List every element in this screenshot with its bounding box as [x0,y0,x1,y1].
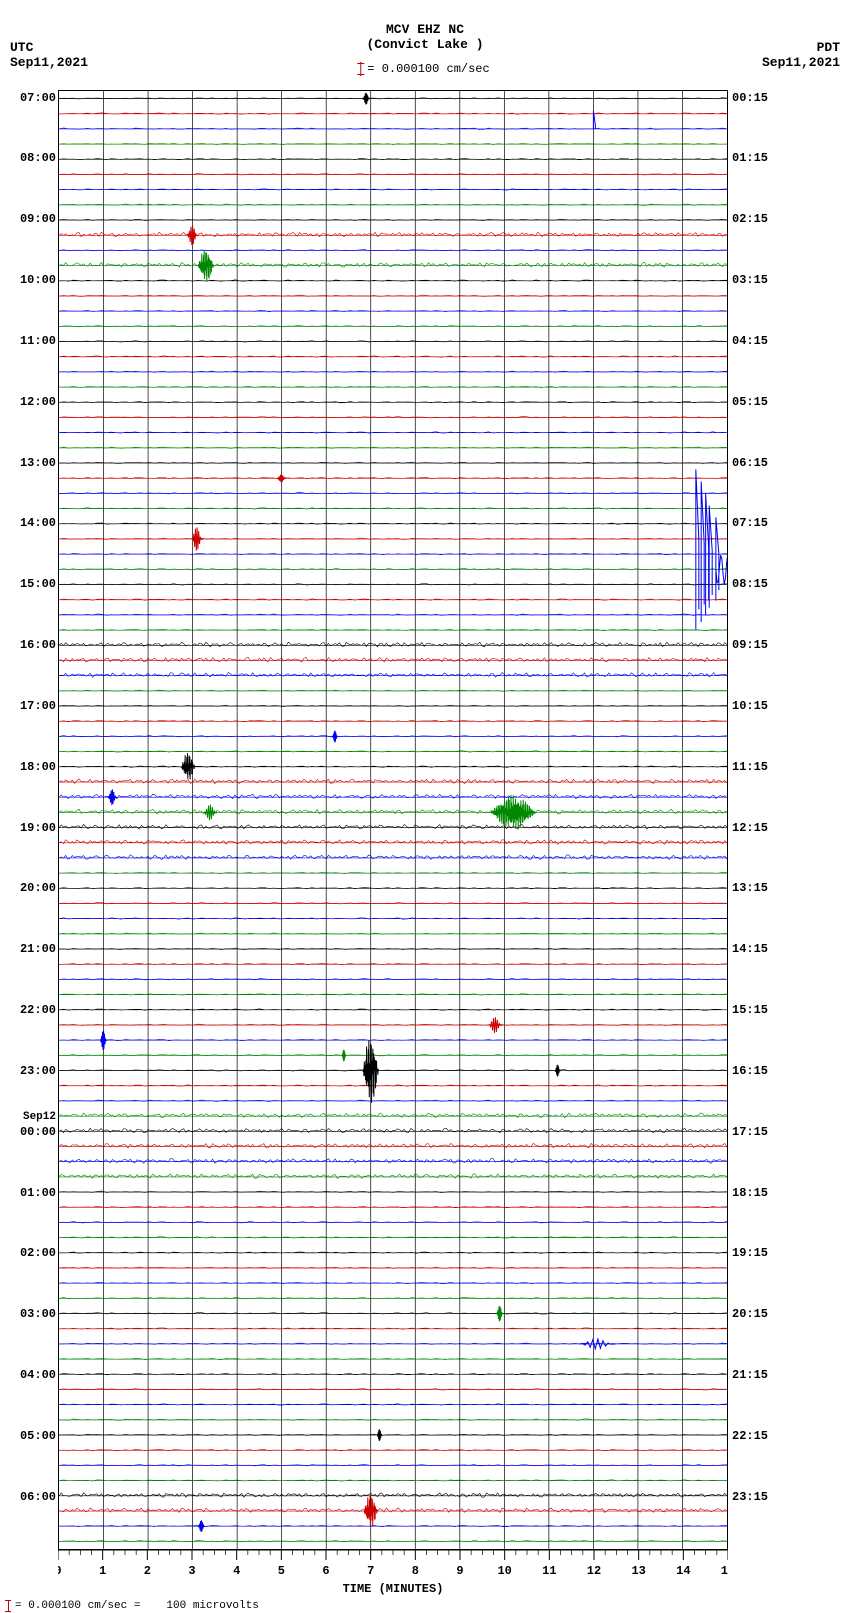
x-axis-label: TIME (MINUTES) [58,1582,728,1596]
time-label: 09:15 [732,639,788,651]
location-title: (Convict Lake ) [0,37,850,52]
svg-text:12: 12 [587,1564,601,1578]
time-label: 02:00 [0,1247,56,1259]
scale-text: = 0.000100 cm/sec [367,62,489,76]
time-label: 16:00 [0,639,56,651]
time-label: 06:15 [732,457,788,469]
time-label: 02:15 [732,213,788,225]
svg-text:3: 3 [188,1564,195,1578]
time-label: 22:00 [0,1004,56,1016]
time-label: 08:00 [0,152,56,164]
time-label: 10:00 [0,274,56,286]
time-label: 19:00 [0,822,56,834]
svg-text:7: 7 [367,1564,374,1578]
time-label: 21:15 [732,1369,788,1381]
svg-text:10: 10 [497,1564,511,1578]
time-label: 09:00 [0,213,56,225]
time-label: 10:15 [732,700,788,712]
time-label: 11:00 [0,335,56,347]
time-label: 17:00 [0,700,56,712]
time-label: 23:00 [0,1065,56,1077]
seismogram-plot [58,90,728,1550]
time-label: 07:15 [732,517,788,529]
footer-scale: = 0.000100 cm/sec = 100 microvolts [6,1600,259,1612]
right-time-axis: 00:15 01:15 02:15 03:15 04:15 05:15 06:15 07:15… [732,90,788,1550]
time-label: 11:15 [732,761,788,773]
time-label: 01:15 [732,152,788,164]
time-label: 05:00 [0,1430,56,1442]
time-label: 06:00 [0,1491,56,1503]
time-label: 03:00 [0,1308,56,1320]
svg-text:11: 11 [542,1564,556,1578]
svg-text:4: 4 [233,1564,240,1578]
time-label: 14:00 [0,517,56,529]
svg-text:0: 0 [58,1564,62,1578]
time-label: 21:00 [0,943,56,955]
scale-bar-icon [8,1600,9,1612]
time-label: 04:15 [732,335,788,347]
scale-bar-icon [360,62,361,76]
time-label: 08:15 [732,578,788,590]
time-label: 01:00 [0,1187,56,1199]
time-label: 20:15 [732,1308,788,1320]
time-label: 14:15 [732,943,788,955]
time-label: 13:00 [0,457,56,469]
footer-text-b: 100 microvolts [166,1600,258,1612]
time-label: 18:15 [732,1187,788,1199]
time-label: 12:15 [732,822,788,834]
time-label: 19:15 [732,1247,788,1259]
time-label: 20:00 [0,882,56,894]
svg-text:14: 14 [676,1564,690,1578]
svg-text:6: 6 [322,1564,329,1578]
time-label: 05:15 [732,396,788,408]
pdt-date: Sep11,2021 [762,55,840,70]
time-label: 16:15 [732,1065,788,1077]
svg-text:8: 8 [412,1564,419,1578]
left-time-axis: 07:00 08:00 09:00 10:00 11:00 12:00 13:00 14:00… [0,90,56,1550]
time-label: Sep12 [0,1111,56,1123]
time-label: 22:15 [732,1430,788,1442]
time-label: 00:15 [732,92,788,104]
time-label: 17:15 [732,1126,788,1138]
time-label: 07:00 [0,92,56,104]
svg-text:9: 9 [456,1564,463,1578]
footer-text-a: = 0.000100 cm/sec = [15,1600,140,1612]
station-title: MCV EHZ NC [0,22,850,37]
time-label: 13:15 [732,882,788,894]
svg-text:5: 5 [278,1564,285,1578]
pdt-label: PDT [817,40,840,55]
time-label: 15:00 [0,578,56,590]
utc-date: Sep11,2021 [10,55,88,70]
svg-text:15: 15 [721,1564,728,1578]
svg-text:2: 2 [144,1564,151,1578]
utc-label: UTC [10,40,33,55]
amplitude-scale: = 0.000100 cm/sec [360,62,489,76]
time-label: 15:15 [732,1004,788,1016]
time-label: 23:15 [732,1491,788,1503]
time-label: 00:00 [0,1126,56,1138]
svg-text:1: 1 [99,1564,106,1578]
time-label: 04:00 [0,1369,56,1381]
time-label: 12:00 [0,396,56,408]
time-label: 03:15 [732,274,788,286]
time-label: 18:00 [0,761,56,773]
svg-text:13: 13 [631,1564,645,1578]
